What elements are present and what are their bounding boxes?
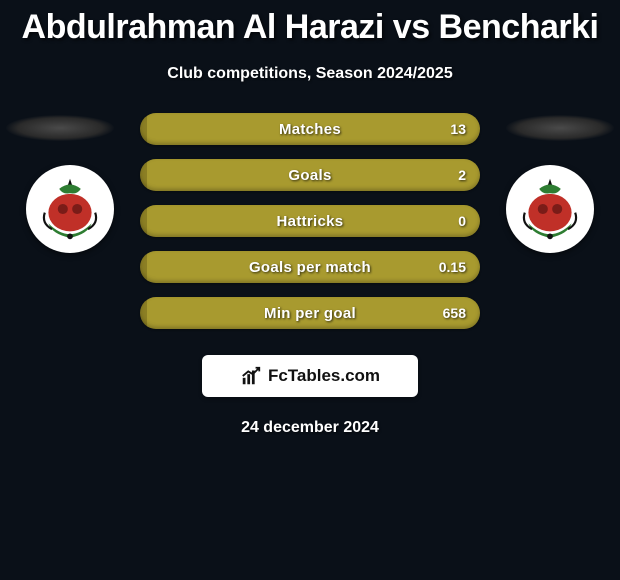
stat-label: Matches xyxy=(279,121,341,138)
stat-value-right: 2 xyxy=(458,167,466,183)
stat-label: Goals xyxy=(288,167,331,184)
date-line: 24 december 2024 xyxy=(0,419,620,437)
page-title: Abdulrahman Al Harazi vs Bencharki xyxy=(0,0,620,47)
stat-rows: Matches 13 Goals 2 Hattricks 0 Goals per match… xyxy=(140,113,480,329)
player-right-shadow xyxy=(506,115,614,141)
stat-value-right: 0 xyxy=(458,213,466,229)
stat-label: Hattricks xyxy=(277,213,344,230)
stat-row: Hattricks 0 xyxy=(140,205,480,237)
crest-icon xyxy=(514,173,586,245)
brand-badge[interactable]: FcTables.com xyxy=(202,355,418,397)
brand-text: FcTables.com xyxy=(268,366,380,386)
stat-row: Goals per match 0.15 xyxy=(140,251,480,283)
player-left-shadow xyxy=(6,115,114,141)
crest-icon xyxy=(34,173,106,245)
stat-value-right: 0.15 xyxy=(439,259,466,275)
stat-value-right: 658 xyxy=(443,305,466,321)
stat-value-right: 13 xyxy=(450,121,466,137)
club-crest-right xyxy=(506,165,594,253)
stat-row: Min per goal 658 xyxy=(140,297,480,329)
subtitle: Club competitions, Season 2024/2025 xyxy=(0,65,620,83)
club-crest-left xyxy=(26,165,114,253)
stat-row: Goals 2 xyxy=(140,159,480,191)
chart-icon xyxy=(240,365,262,387)
comparison-panel: Matches 13 Goals 2 Hattricks 0 Goals per match… xyxy=(0,113,620,437)
stat-label: Min per goal xyxy=(264,305,356,322)
stat-label: Goals per match xyxy=(249,259,371,276)
stat-row: Matches 13 xyxy=(140,113,480,145)
